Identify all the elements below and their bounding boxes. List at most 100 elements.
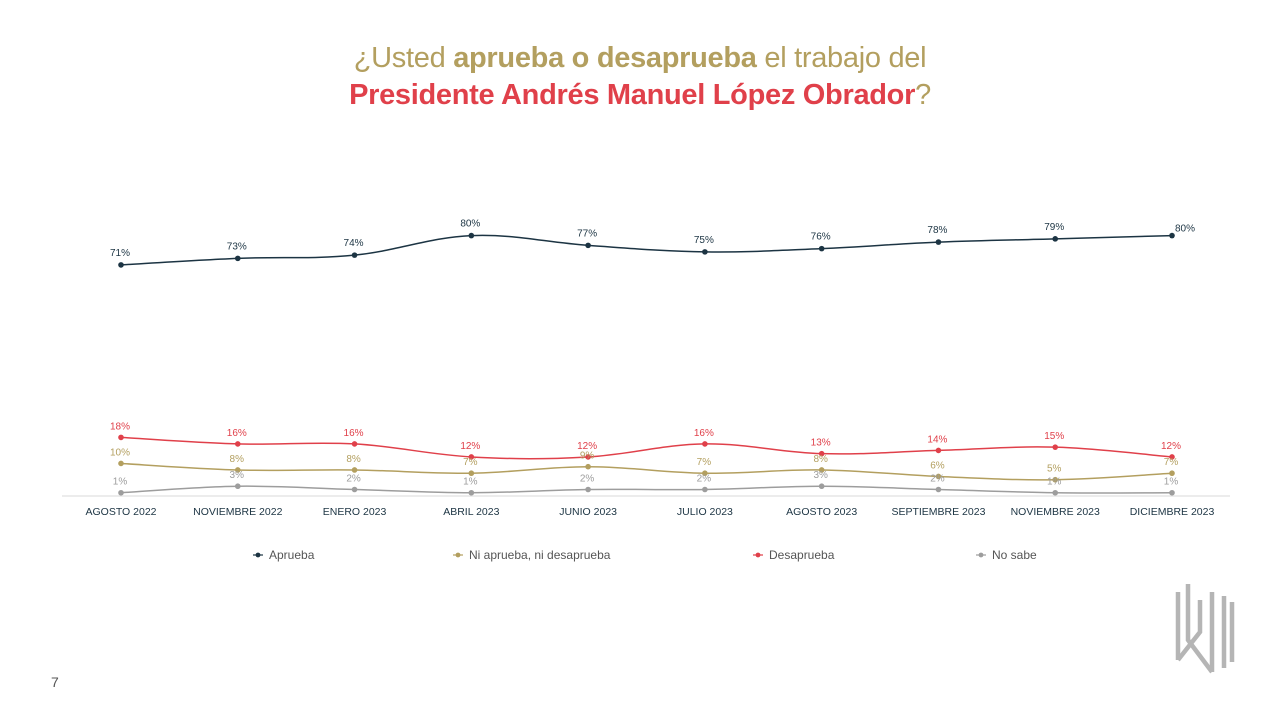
data-point-ni [351,467,358,473]
series-line-aprueba [120,234,1173,266]
data-label-desaprueba: 14% [927,434,947,445]
data-point-desaprueba [468,454,475,460]
data-point-nosabe [1169,489,1175,496]
series-line-desaprueba [120,436,1173,460]
data-label-nosabe: 2% [346,473,361,484]
data-point-desaprueba [1052,444,1059,450]
data-point-desaprueba [585,454,591,460]
data-point-desaprueba [234,441,241,447]
data-point-ni [585,463,591,470]
title-line2-bold: Presidente Andrés Manuel López Obrador [349,79,916,111]
legend-label-aprueba: Aprueba [269,548,315,562]
data-point-nosabe [818,483,825,490]
data-label-aprueba: 71% [110,248,130,259]
data-label-nosabe: 1% [113,477,128,488]
data-point-nosabe [351,486,358,493]
data-label-ni: 7% [1164,457,1179,468]
data-label-nosabe: 2% [930,473,945,484]
x-tick-label: AGOSTO 2023 [786,506,857,518]
title-line1-bold: aprueba o desaprueba [453,42,757,74]
data-label-desaprueba: 12% [1161,441,1181,452]
data-label-aprueba: 80% [1175,224,1195,235]
series-line-nosabe [120,485,1173,494]
x-tick-label: AGOSTO 2022 [85,506,156,518]
legend-marker-ni [455,552,461,558]
data-label-ni: 9% [580,451,595,462]
data-label-ni: 10% [110,447,130,458]
data-point-nosabe [118,489,124,496]
data-point-nosabe [585,486,591,493]
data-label-nosabe: 2% [580,473,595,484]
data-point-nosabe [1052,489,1059,496]
data-point-ni [234,467,241,473]
data-label-ni: 7% [463,457,478,468]
title-line2-post: ? [915,79,931,111]
data-point-ni [702,470,708,477]
data-point-ni [935,473,942,480]
data-point-aprueba [585,242,591,249]
brand-logo-icon [1175,584,1235,674]
data-label-desaprueba: 16% [694,428,714,439]
data-label-nosabe: 1% [463,477,478,488]
x-tick-label: NOVIEMBRE 2023 [1011,506,1100,518]
data-label-aprueba: 80% [460,219,480,230]
data-label-desaprueba: 16% [227,428,247,439]
x-tick-label: JULIO 2023 [677,506,733,518]
data-point-ni [468,470,475,477]
legend-label-desaprueba: Desaprueba [769,548,835,562]
legend-label-nosabe: No sabe [992,548,1037,562]
data-label-nosabe: 1% [1047,477,1062,488]
title-line1-pre: ¿Usted [353,42,454,74]
data-label-aprueba: 77% [577,228,597,239]
data-label-ni: 5% [1047,464,1062,475]
x-tick-label: ENERO 2023 [323,506,387,518]
data-point-desaprueba [818,450,825,457]
data-point-aprueba [1052,236,1059,242]
data-point-aprueba [468,232,475,239]
data-point-ni [1052,476,1059,483]
title-line-1: ¿Usted aprueba o desaprueba el trabajo d… [0,40,1280,77]
data-label-desaprueba: 18% [110,421,130,432]
series-lines [120,234,1173,494]
data-point-nosabe [935,486,942,493]
data-point-desaprueba [351,441,358,447]
data-point-ni [1169,470,1175,477]
series-points [118,232,1175,496]
x-tick-label: JUNIO 2023 [559,506,617,518]
data-point-desaprueba [702,441,708,447]
data-label-desaprueba: 13% [811,438,831,449]
data-point-aprueba [118,262,124,268]
legend-marker-desaprueba [755,552,761,558]
data-label-desaprueba: 12% [577,441,597,452]
data-label-nosabe: 3% [230,470,245,481]
data-label-desaprueba: 16% [344,428,364,439]
data-point-ni [818,467,825,473]
data-point-desaprueba [1169,454,1175,460]
data-point-aprueba [1169,232,1175,239]
data-label-desaprueba: 15% [1044,431,1064,442]
data-label-aprueba: 73% [227,241,247,252]
data-point-aprueba [234,255,241,262]
title-line1-post: el trabajo del [756,42,927,74]
data-point-desaprueba [935,447,942,454]
data-label-ni: 8% [230,454,245,465]
data-label-ni: 8% [813,454,828,465]
legend-marker-aprueba [255,552,261,558]
data-label-aprueba: 74% [344,238,364,249]
chart-title: ¿Usted aprueba o desaprueba el trabajo d… [0,40,1280,114]
data-label-nosabe: 2% [697,473,712,484]
data-point-aprueba [818,245,825,252]
title-line-2: Presidente Andrés Manuel López Obrador? [0,77,1280,114]
data-point-aprueba [702,249,708,255]
data-label-aprueba: 79% [1044,222,1064,233]
page-number: 7 [51,674,59,690]
x-tick-label: NOVIEMBRE 2022 [193,506,282,518]
legend-marker-nosabe [978,552,984,558]
data-label-nosabe: 3% [813,470,828,481]
data-label-aprueba: 75% [694,235,714,246]
data-point-aprueba [351,252,358,258]
data-point-ni [118,460,124,467]
data-label-ni: 6% [930,460,945,471]
legend-label-ni: Ni aprueba, ni desaprueba [469,548,611,562]
